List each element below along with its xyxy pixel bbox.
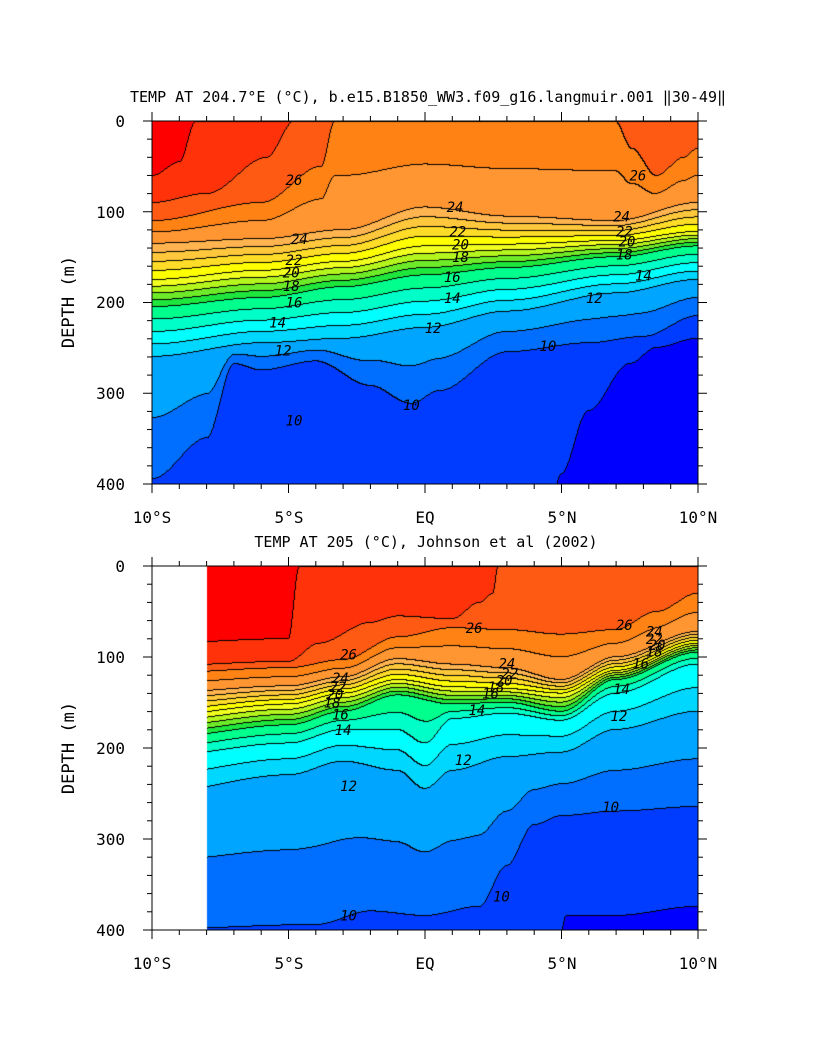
contour-label: 20 <box>283 266 300 282</box>
contour-label: 24 <box>447 200 464 216</box>
y-tick-label: 200 <box>96 739 125 758</box>
panel-top: TEMP AT 204.7°E (°C), b.e15.B1850_WW3.f0… <box>59 88 726 527</box>
panel-bottom-ylabel: DEPTH (m) <box>59 702 79 794</box>
temperature-field-image-bottom <box>152 566 698 930</box>
contour-label: 12 <box>340 779 357 795</box>
contour-label: 20 <box>452 237 469 253</box>
contour-label: 22 <box>449 225 466 241</box>
contour-label: 16 <box>444 270 461 286</box>
contour-label: 18 <box>646 645 663 661</box>
contour-label: 22 <box>286 253 303 269</box>
x-tick-label: 5°N <box>548 954 577 973</box>
contour-label: 22 <box>501 666 518 682</box>
contour-label: 10 <box>602 800 619 816</box>
contour-label: 24 <box>646 625 663 641</box>
contour-label: 18 <box>452 250 469 266</box>
contour-label: 20 <box>619 235 636 251</box>
contour-label: 18 <box>488 680 505 696</box>
contour-label: 12 <box>586 291 603 307</box>
contour-label: 26 <box>466 621 483 637</box>
x-tick-label: 5°S <box>275 954 304 973</box>
contour-label: 26 <box>616 618 633 634</box>
contour-label: 20 <box>496 674 513 690</box>
contour-label: 12 <box>455 753 472 769</box>
y-tick-label: 200 <box>96 293 125 312</box>
temperature-field-top <box>152 121 698 484</box>
y-tick-label: 300 <box>96 830 125 849</box>
contour-label: 16 <box>286 296 303 312</box>
contour-label: 16 <box>482 686 499 702</box>
contour-label: 18 <box>283 279 300 295</box>
y-tick-label: 0 <box>115 112 125 131</box>
x-tick-label: EQ <box>415 954 434 973</box>
contour-label: 24 <box>498 656 515 672</box>
contour-label: 10 <box>493 889 510 905</box>
contour-label: 10 <box>539 339 556 355</box>
contour-label: 12 <box>275 344 292 360</box>
y-tick-label: 400 <box>96 475 125 494</box>
panel-top-title: TEMP AT 204.7°E (°C), b.e15.B1850_WW3.f0… <box>130 88 726 106</box>
contour-label: 14 <box>444 291 461 307</box>
contour-label: 20 <box>326 687 343 703</box>
contour-label: 14 <box>635 268 652 284</box>
axis-ticks-top <box>143 112 707 493</box>
contour-label: 26 <box>630 168 647 184</box>
x-tick-label: 5°N <box>548 508 577 527</box>
y-tick-label: 400 <box>96 921 125 940</box>
temperature-field-bottom <box>152 566 698 930</box>
contour-label: 10 <box>340 908 357 924</box>
y-tick-label: 100 <box>96 648 125 667</box>
x-tick-label: 10°S <box>133 954 172 973</box>
contour-label: 20 <box>649 638 666 654</box>
contour-label: 14 <box>468 703 485 719</box>
contour-label: 12 <box>425 321 442 337</box>
contour-label: 26 <box>286 173 303 189</box>
contour-label: 12 <box>610 709 627 725</box>
panel-bottom-title: TEMP AT 205 (°C), Johnson et al (2002) <box>254 533 597 551</box>
x-tick-label: 10°N <box>679 954 718 973</box>
contour-label: 22 <box>329 680 346 696</box>
panel-top-ylabel: DEPTH (m) <box>59 256 79 348</box>
contour-label: 24 <box>291 232 308 248</box>
contour-label: 18 <box>616 247 633 263</box>
contour-label: 14 <box>335 723 352 739</box>
x-tick-label: EQ <box>415 508 434 527</box>
contour-label: 22 <box>646 632 663 648</box>
x-tick-label: 5°S <box>275 508 304 527</box>
y-tick-label: 0 <box>115 557 125 576</box>
contour-label: 10 <box>403 398 420 414</box>
contour-label: 14 <box>269 315 286 331</box>
contour-label: 10 <box>286 413 303 429</box>
contour-label: 14 <box>613 682 630 698</box>
x-tick-label: 10°N <box>679 508 718 527</box>
contour-label: 24 <box>613 209 630 225</box>
panel-bottom: TEMP AT 205 (°C), Johnson et al (2002) D… <box>59 533 717 973</box>
y-tick-label: 100 <box>96 203 125 222</box>
contour-label: 24 <box>332 671 349 687</box>
temperature-field-image-top <box>152 121 698 484</box>
contour-label: 22 <box>616 225 633 241</box>
contour-label: 18 <box>324 696 341 712</box>
contour-label: 16 <box>632 656 649 672</box>
contour-label: 26 <box>340 647 357 663</box>
contour-label: 16 <box>332 707 349 723</box>
x-tick-label: 10°S <box>133 508 172 527</box>
axis-ticks-bottom <box>143 557 707 939</box>
y-tick-label: 300 <box>96 384 125 403</box>
